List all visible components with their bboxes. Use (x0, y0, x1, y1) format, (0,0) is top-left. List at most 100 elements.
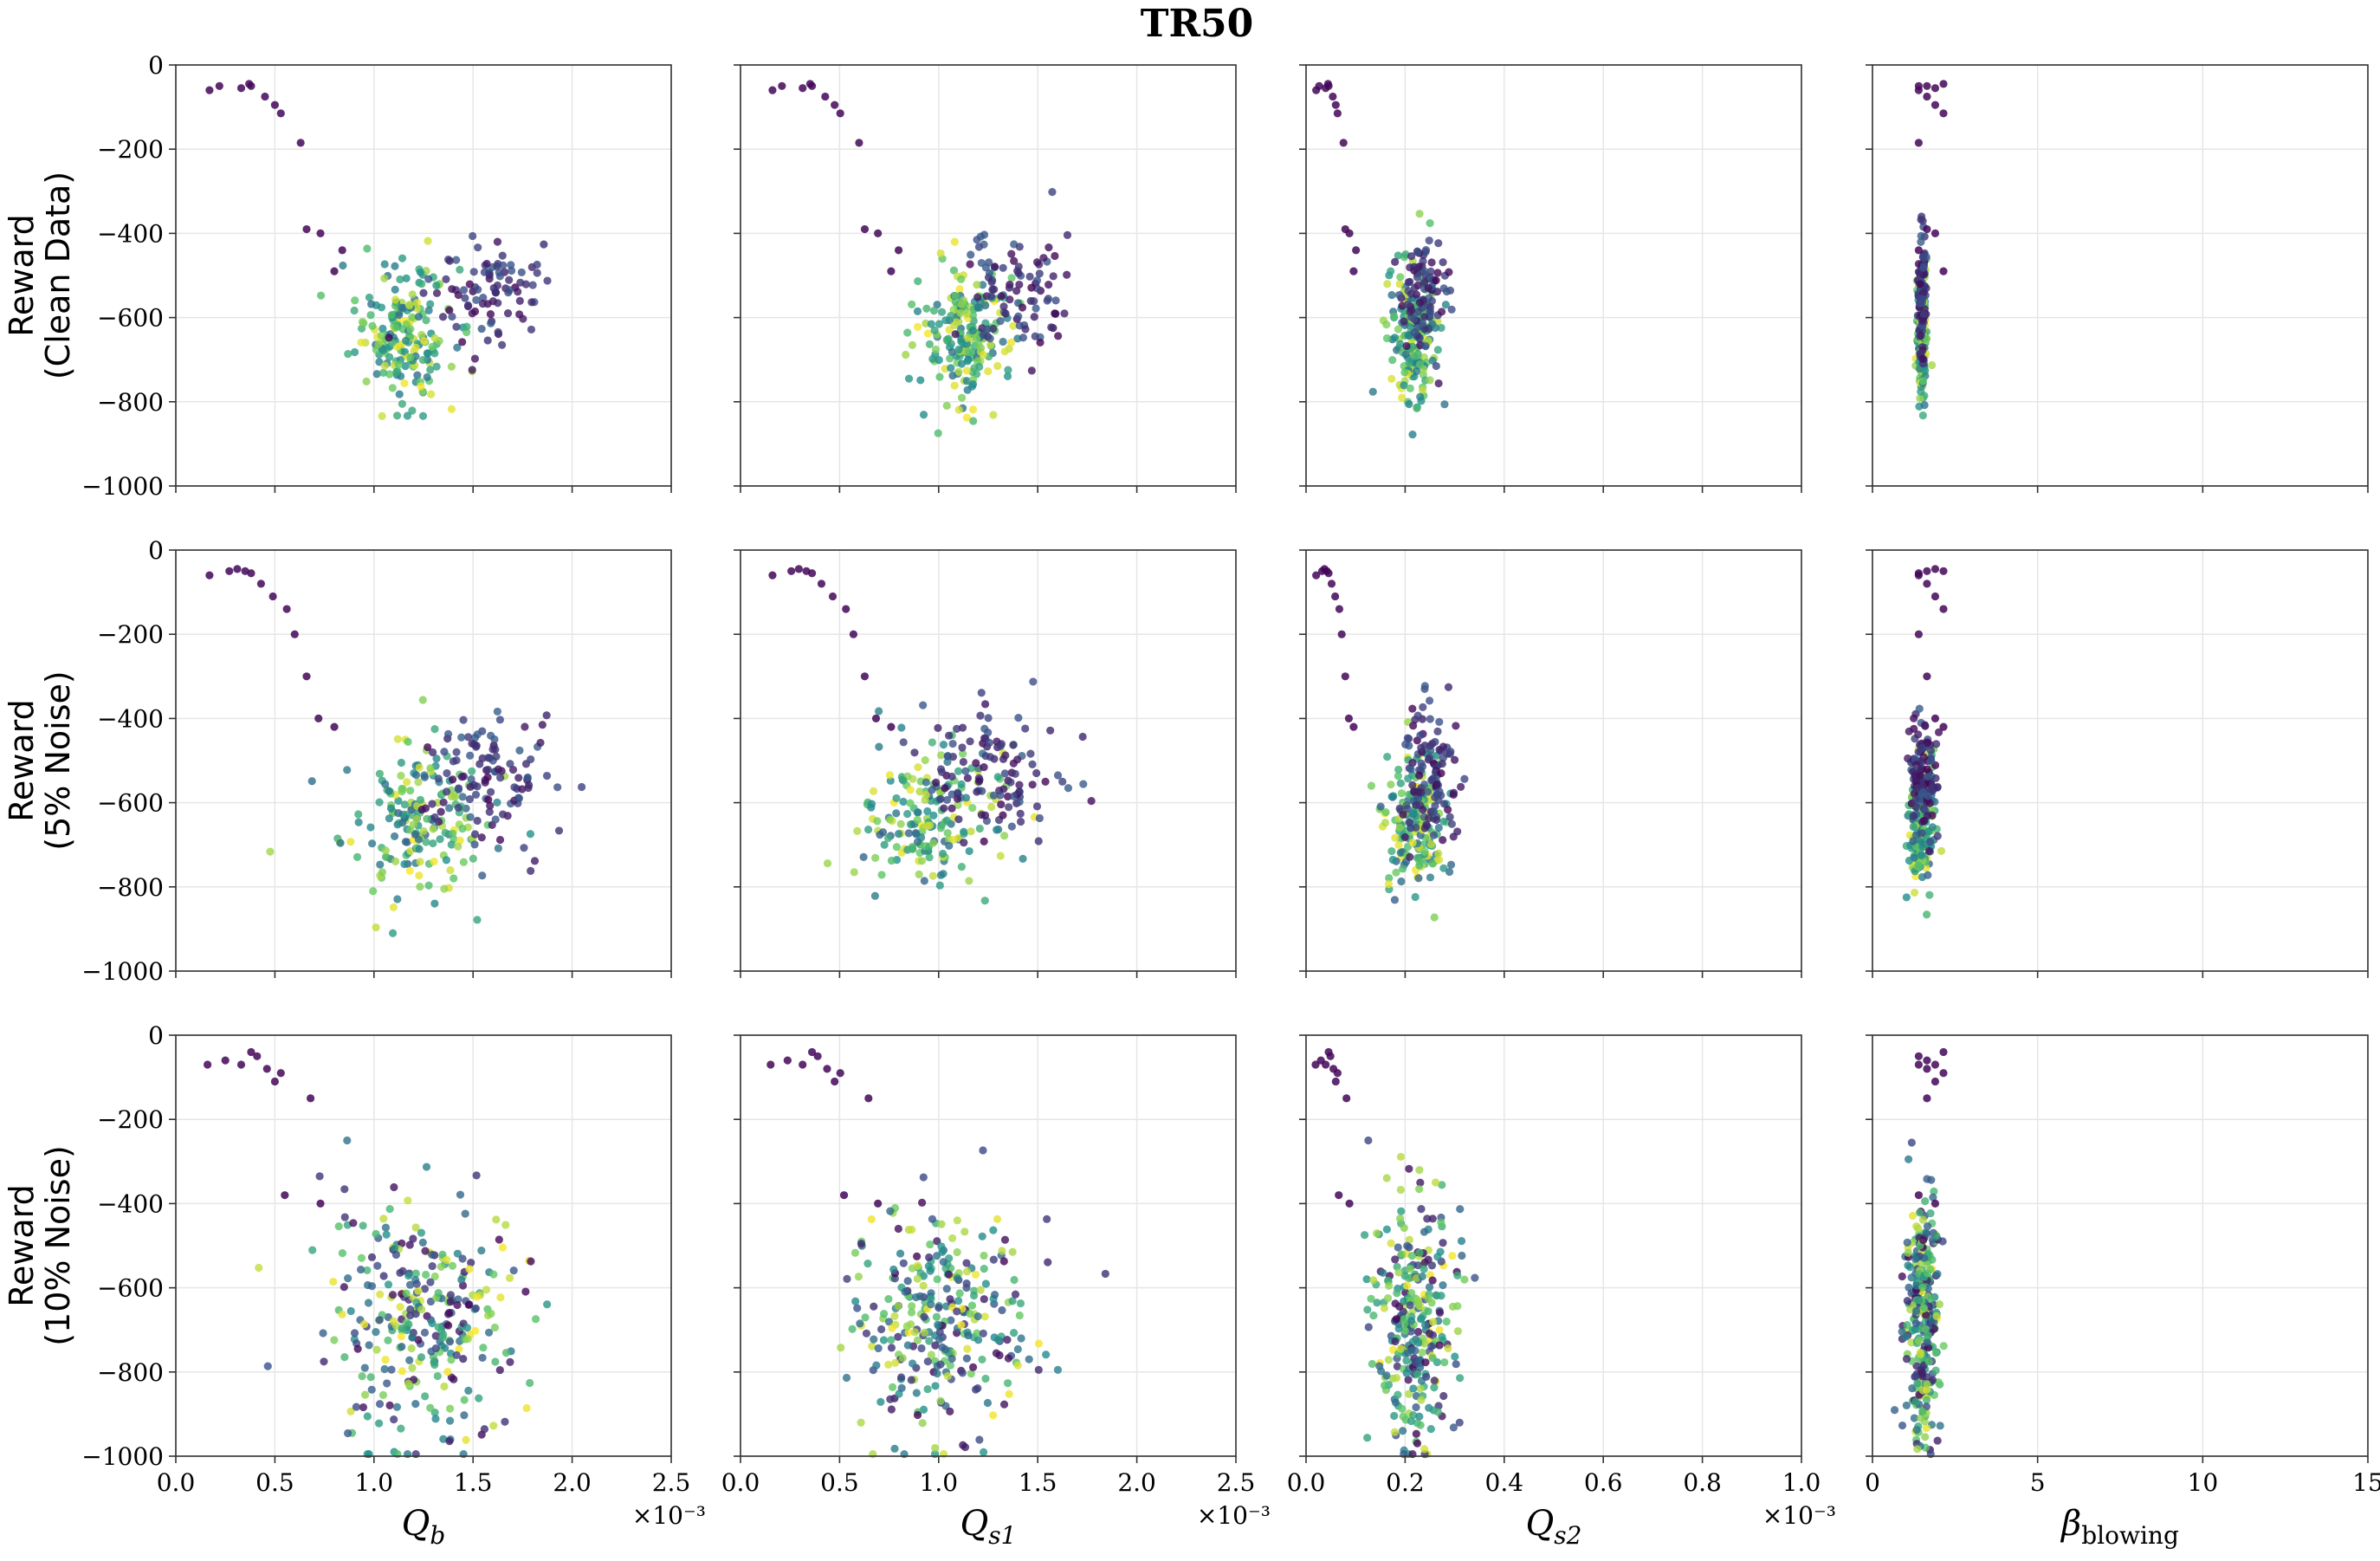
data-point (904, 374, 914, 383)
data-point (928, 871, 937, 880)
data-point (368, 839, 377, 848)
data-point (346, 1306, 355, 1316)
data-point (441, 828, 449, 837)
x-tick-label: 1.0 (920, 1468, 959, 1497)
data-point (1914, 1337, 1924, 1345)
data-point (445, 1404, 455, 1413)
data-point (983, 325, 992, 334)
data-point (392, 367, 401, 377)
data-point (978, 281, 987, 289)
chart-title: TR50 (1141, 2, 1254, 46)
data-point (1426, 1425, 1435, 1434)
data-point (1918, 787, 1927, 797)
data-point (968, 405, 978, 414)
data-point (1015, 1311, 1024, 1320)
data-point (336, 839, 345, 847)
data-point (870, 891, 879, 900)
data-point (1931, 714, 1940, 723)
x-tick-label: 0.0 (721, 1468, 760, 1497)
data-point (1910, 714, 1918, 722)
data-point (925, 853, 934, 862)
data-point (950, 321, 959, 330)
data-point (1063, 270, 1071, 279)
data-point (1403, 300, 1412, 309)
data-point (376, 860, 385, 869)
data-point (863, 1260, 872, 1268)
data-point (393, 735, 402, 743)
data-point (1910, 888, 1919, 897)
data-point (947, 364, 955, 372)
x-offset-label: ×10⁻³ (632, 1501, 706, 1530)
data-point (996, 791, 1005, 800)
data-point (807, 569, 817, 578)
data-point (986, 753, 994, 761)
data-point (1918, 744, 1926, 753)
data-point (889, 1265, 898, 1274)
data-point (413, 371, 422, 379)
data-point (941, 784, 949, 793)
data-point (1439, 800, 1449, 808)
data-point (1913, 1379, 1922, 1388)
data-point (491, 1357, 500, 1366)
data-point (1434, 856, 1444, 865)
data-point (1420, 847, 1429, 856)
data-point (957, 863, 966, 871)
axes-frame (740, 1034, 1237, 1457)
data-point (375, 1419, 384, 1428)
data-point (1911, 795, 1920, 804)
data-point (913, 1261, 922, 1270)
data-point (1918, 212, 1926, 221)
data-point (1412, 1429, 1420, 1438)
data-point (962, 1283, 971, 1292)
data-point (1923, 1056, 1931, 1065)
data-point (1407, 1416, 1415, 1426)
data-point (1939, 1069, 1948, 1078)
data-point (1402, 341, 1411, 351)
data-point (1312, 571, 1321, 580)
data-point (849, 630, 858, 638)
data-point (1000, 769, 1009, 778)
data-point (1933, 1436, 1942, 1445)
data-point (857, 1240, 866, 1248)
data-point (1403, 734, 1412, 742)
data-point (925, 340, 935, 348)
data-point (1921, 1197, 1930, 1206)
data-point (917, 1344, 926, 1353)
data-point (1407, 1252, 1417, 1260)
data-point (958, 1369, 967, 1377)
data-point (1013, 1361, 1022, 1370)
data-point (1376, 1367, 1386, 1376)
data-point (1935, 1299, 1943, 1309)
data-point (1390, 1428, 1400, 1436)
data-point (458, 338, 467, 347)
data-point (443, 768, 451, 778)
data-point (1034, 1365, 1043, 1374)
data-point (431, 1415, 440, 1423)
data-point (431, 1331, 440, 1340)
data-point (928, 354, 937, 363)
x-tick-label: 0.8 (1683, 1468, 1722, 1497)
data-point (447, 792, 456, 801)
data-point (506, 760, 514, 768)
data-point (494, 844, 502, 852)
data-point (973, 293, 982, 301)
data-point (482, 259, 491, 269)
data-point (949, 305, 958, 314)
data-point (931, 345, 941, 354)
data-point (1427, 258, 1436, 267)
data-point (1914, 1052, 1923, 1060)
data-point (470, 840, 479, 849)
data-point (1032, 258, 1042, 267)
data-point (933, 1275, 941, 1284)
data-point (1345, 1199, 1354, 1208)
data-point (1339, 139, 1348, 147)
data-point (464, 1386, 473, 1395)
data-point (1384, 880, 1394, 889)
data-point (1019, 334, 1027, 342)
data-point (372, 1328, 380, 1337)
data-point (831, 1077, 839, 1086)
data-point (1938, 1237, 1947, 1246)
data-point (379, 1272, 388, 1280)
data-point (366, 311, 375, 320)
data-point (984, 728, 993, 737)
